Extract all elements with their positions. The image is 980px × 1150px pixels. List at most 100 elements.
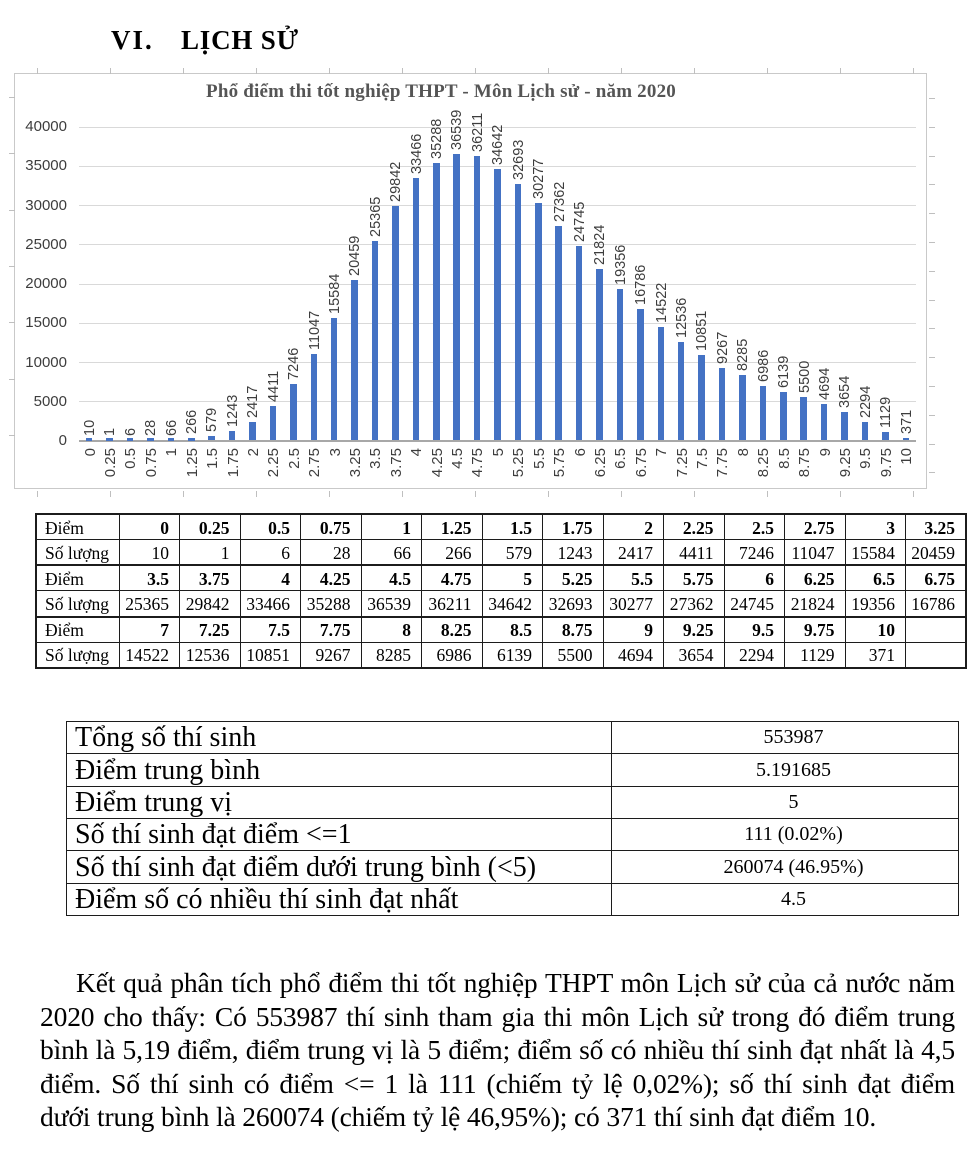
paragraph-line: Kết quả phân tích phổ điểm thi tốt nghiệ… [76,967,955,998]
x-tick-label: 3 [326,447,344,456]
score-cell: 0 [118,513,180,541]
count-cell: 5500 [542,641,604,669]
x-tick-label: 3.25 [346,447,364,477]
bar-value-label: 30277 [531,158,548,199]
x-tick-label: 0.25 [102,447,120,477]
summary-row: Điểm trung bình 5.191685 [66,753,959,787]
x-tick-label: 8 [734,447,752,456]
count-cell: 24745 [723,590,785,618]
count-cell: 19356 [844,590,906,618]
bar-value-label: 6139 [776,356,793,389]
bar-value-label: 6 [122,428,139,437]
bar [188,438,195,441]
bar [473,156,481,441]
count-cell: 10851 [239,641,301,669]
paragraph-line: dưới trung bình là 260074 (chiếm tỷ lệ 4… [40,1101,877,1132]
bar-value-label: 16786 [633,264,650,305]
score-cell: 8.75 [542,615,604,643]
summary-row: Điểm trung vị 5 [66,785,959,819]
x-tick-label: 6.25 [591,447,609,477]
x-tick-label: 4.25 [428,447,446,477]
bar [902,437,910,441]
x-tick-label: 6.75 [632,447,650,477]
count-cell: 30277 [602,590,664,618]
summary-label: Điểm trung bình [66,753,612,787]
score-cell: 2.25 [663,513,725,541]
count-cell: 27362 [663,590,725,618]
row-label: Số lượng [35,539,120,566]
x-tick-label: 6.5 [612,447,630,469]
bar-value-label: 20459 [347,235,364,276]
x-tick-label: 5 [489,447,507,456]
section-heading: VI. LỊCH SỬ [0,23,980,57]
count-cell: 33466 [239,590,301,618]
section-number: VI. [111,25,154,55]
bar-value-label: 4694 [816,367,833,400]
score-cell: 3.5 [118,564,180,592]
bar [371,241,379,441]
x-tick-label: 1.25 [183,447,201,477]
analysis-paragraph: Kết quả phân tích phổ điểm thi tốt nghiệ… [40,966,955,1134]
summary-value: 260074 (46.95%) [611,850,959,884]
score-cell: 1.25 [421,513,483,541]
sheet-column-tick [694,67,695,74]
summary-statistics-table: Tổng số thí sinh 553987 Điểm trung bình 5.1… [66,720,959,917]
count-cell: 579 [481,539,543,566]
x-tick-label: 7.25 [673,447,691,477]
count-cell: 6 [239,539,301,566]
count-cell: 12536 [179,641,241,669]
score-cell: 1.75 [542,513,604,541]
sheet-column-tick [329,67,330,74]
sheet-column-tick [913,490,914,497]
count-cell: 7246 [723,539,785,566]
count-cell: 16786 [905,590,967,618]
bar [85,438,93,441]
x-tick-label: 2.5 [285,447,303,469]
x-tick-label: 2.25 [265,447,283,477]
sheet-row-tick [8,265,15,267]
score-distribution-chart: Phổ điểm thi tốt nghiệp THPT - Môn Lịch … [8,67,935,497]
x-tick-label: 8.25 [755,447,773,477]
sheet-row-tick [928,155,935,157]
bar [882,431,889,441]
bar-value-label: 10 [82,420,98,437]
score-cell: 5.75 [663,564,725,592]
sheet-row-tick [8,153,15,155]
count-cell: 66 [360,539,422,566]
bar-value-label: 28 [143,420,160,437]
count-cell: 266 [421,539,483,566]
count-cell: 371 [844,641,906,669]
row-label: Điểm [35,615,120,643]
count-cell [905,641,967,669]
bar [494,168,501,441]
bar-value-label: 66 [163,419,180,436]
x-tick-label: 4 [408,447,426,456]
sheet-row-tick [928,242,935,243]
summary-label: Số thí sinh đạt điểm <=1 [66,817,612,852]
score-cell: 3.75 [179,564,241,592]
score-cell: 9 [602,615,664,643]
score-cell: 7.75 [300,615,362,643]
bar [616,288,624,441]
count-cell: 36211 [421,590,483,618]
bar-value-label: 36211 [469,112,486,153]
sheet-row-tick [928,126,935,128]
count-cell: 4411 [663,539,725,566]
score-cell: 2 [602,513,664,541]
score-cell: 4.5 [360,564,422,592]
bar-value-label: 1129 [878,396,895,428]
bar-value-label: 14522 [653,282,670,323]
bar-value-label: 9267 [714,331,731,364]
sheet-column-tick [329,490,330,497]
score-cell: 5.5 [602,564,664,592]
bar-value-label: 8285 [735,339,752,372]
sheet-row-tick [8,378,15,380]
summary-value: 5.191685 [611,753,959,787]
summary-value: 111 (0.02%) [611,817,959,852]
score-cell [905,615,967,643]
score-cell: 8 [360,615,422,643]
x-tick-label: 1.5 [204,447,222,469]
sheet-row-tick [928,184,935,186]
bar-value-label: 5500 [796,361,813,394]
